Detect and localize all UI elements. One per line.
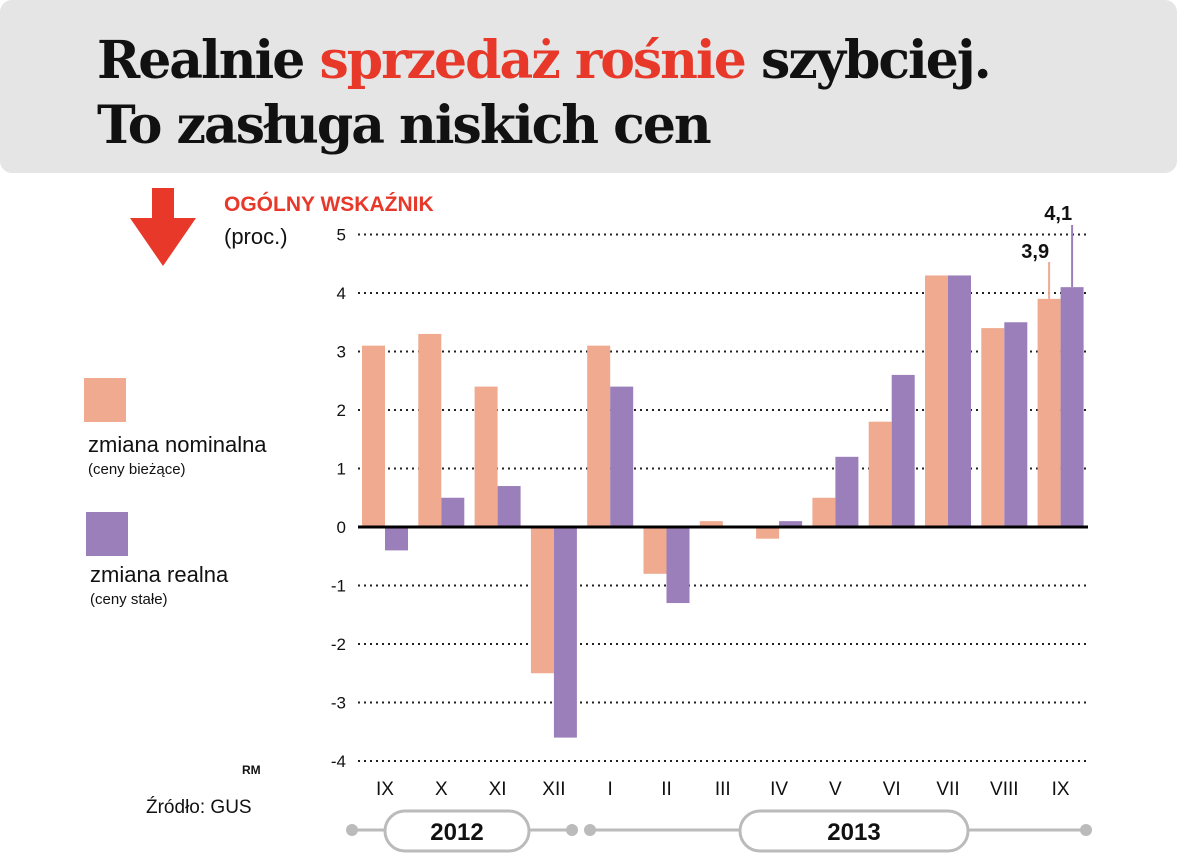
- bar-real: [948, 275, 971, 527]
- bar-nominal: [812, 497, 836, 527]
- bar-nominal: [587, 345, 611, 527]
- bar-real: [441, 497, 465, 527]
- x-tick-label: VIII: [990, 779, 1019, 800]
- title-background: [0, 0, 1177, 173]
- bar-nominal: [362, 345, 385, 527]
- title-line-2: To zasługa niskich cen: [97, 95, 711, 156]
- x-tick-label: II: [661, 779, 672, 800]
- year-2012-pill: [383, 809, 531, 853]
- y-tick-label: 3: [337, 343, 346, 362]
- y-tick-label: 0: [337, 518, 346, 537]
- annotation-real: 4,1: [1044, 203, 1072, 225]
- bar-nominal: [643, 527, 667, 574]
- x-tick-label: X: [435, 779, 448, 800]
- y-tick-label: -4: [331, 752, 346, 771]
- x-tick-label: VI: [883, 779, 901, 800]
- bar-nominal: [1037, 298, 1061, 527]
- x-tick-label: XI: [489, 779, 507, 800]
- legend-swatch-real: [86, 512, 128, 556]
- y-tick-label: 4: [337, 284, 346, 303]
- bar-nominal: [981, 328, 1005, 527]
- x-tick-label: III: [715, 779, 731, 800]
- year-2013-pill: [738, 809, 970, 853]
- bar-nominal: [699, 521, 723, 527]
- title-line-1: Realnie sprzedaż rośnie szybciej.: [97, 30, 990, 91]
- bar-real: [666, 527, 690, 604]
- bar-real: [497, 486, 521, 527]
- bar-nominal: [474, 386, 498, 527]
- bar-real: [1060, 287, 1084, 527]
- y-tick-label: -1: [331, 577, 346, 596]
- bar-nominal: [530, 527, 554, 674]
- bar-nominal: [756, 527, 780, 539]
- timeline: 2012 2013: [346, 809, 1092, 853]
- y-tick-label: -2: [331, 635, 346, 654]
- y-tick-label: -3: [331, 694, 346, 713]
- x-tick-label: VII: [936, 779, 959, 800]
- bar-real: [1004, 322, 1028, 527]
- y-tick-label: 2: [337, 401, 346, 420]
- bar-real: [779, 521, 803, 527]
- arrow-down-icon: [130, 188, 196, 266]
- legend-label-real: zmiana realna: [90, 562, 229, 587]
- bar-nominal: [418, 333, 442, 527]
- x-tick-label: IX: [1052, 779, 1070, 800]
- indicator-unit: (proc.): [224, 224, 288, 249]
- bar-nominal: [925, 275, 948, 527]
- bar-real: [553, 527, 577, 738]
- x-tick-label: V: [829, 779, 842, 800]
- x-tick-label: XII: [542, 779, 565, 800]
- legend-label-nominal: zmiana nominalna: [88, 432, 267, 457]
- legend-sub-real: (ceny stałe): [90, 591, 168, 608]
- legend-swatch-nominal: [84, 378, 126, 422]
- y-tick-label: 5: [337, 226, 346, 245]
- year-2012: 2012: [430, 819, 483, 846]
- year-2013: 2013: [827, 819, 880, 846]
- source: Źródło: GUS: [146, 797, 252, 818]
- legend-sub-nominal: (ceny bieżące): [88, 461, 186, 478]
- bar-real: [385, 527, 408, 551]
- annotation-nominal: 3,9: [1021, 241, 1049, 263]
- y-tick-label: 1: [337, 460, 346, 479]
- credit: RM: [242, 763, 261, 777]
- indicator-label: OGÓLNY WSKAŹNIK: [224, 192, 434, 216]
- bar-real: [610, 386, 634, 527]
- bar-real: [835, 456, 859, 527]
- x-tick-label: IV: [770, 779, 788, 800]
- bar-nominal: [868, 421, 892, 527]
- x-tick-label: IX: [376, 779, 394, 800]
- x-tick-label: I: [608, 779, 613, 800]
- bar-real: [891, 374, 915, 527]
